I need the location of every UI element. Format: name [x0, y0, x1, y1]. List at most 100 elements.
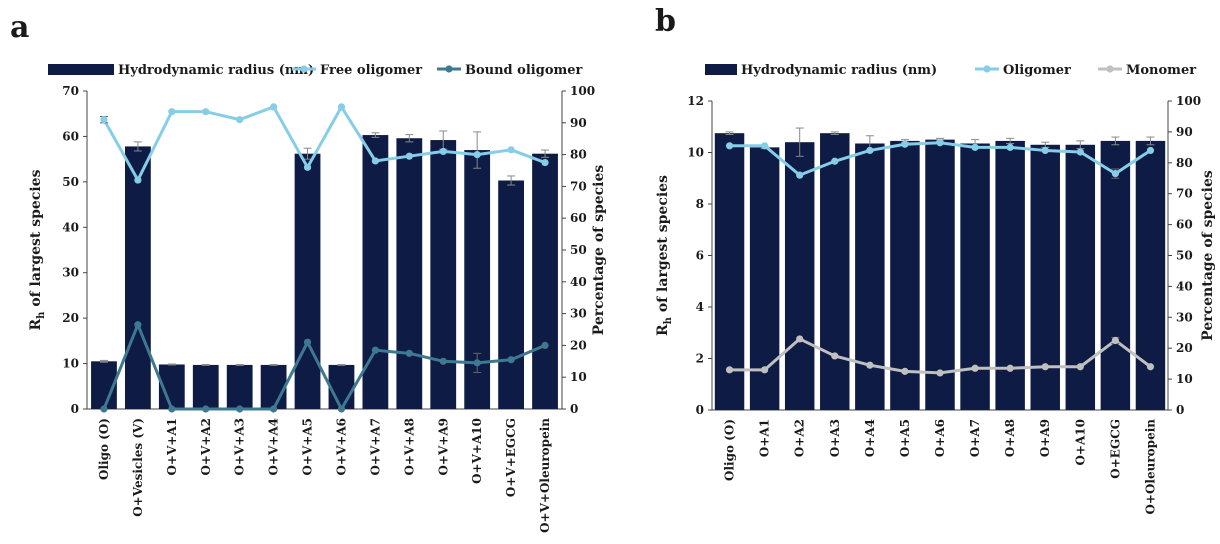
bar: [226, 364, 253, 409]
data-point: [1111, 336, 1119, 345]
y-tick-label: 30: [62, 266, 79, 280]
y-axis-title-main: R: [655, 324, 671, 336]
data-point: [507, 146, 515, 154]
bar: [714, 133, 745, 410]
data-point: [100, 116, 108, 124]
data-point: [1076, 148, 1084, 156]
data-point: [901, 367, 909, 375]
x-category-label: O+A8: [1003, 419, 1017, 457]
data-point: [901, 140, 909, 148]
y-tick-label: 0: [696, 403, 704, 417]
y-axis-title-main: R: [28, 318, 44, 330]
data-point: [473, 359, 481, 367]
bar: [498, 180, 524, 409]
bar: [396, 138, 423, 409]
y-tick-label: 6: [696, 249, 704, 263]
bar: [260, 364, 287, 409]
data-point: [473, 151, 481, 159]
y2-axis-title: Percentage of species: [591, 165, 607, 336]
x-category-label: O+V+A5: [301, 418, 315, 476]
data-point: [936, 369, 944, 377]
x-category-label: O+A9: [1038, 419, 1052, 457]
x-category-label: O+A4: [863, 419, 877, 457]
data-point: [100, 405, 108, 413]
data-point: [371, 157, 379, 165]
legend-label: Monomer: [1126, 63, 1196, 78]
data-point: [796, 171, 804, 179]
data-point: [936, 139, 944, 147]
x-category-label: O+A5: [898, 419, 912, 457]
legend-label: Bound oligomer: [465, 63, 583, 78]
x-category-label: O+A2: [793, 419, 807, 457]
data-point: [796, 335, 804, 343]
y2-tick-label: 70: [570, 179, 587, 193]
legend-swatch-marker: [983, 65, 991, 73]
bar: [925, 139, 955, 410]
y2-tick-label: 50: [1176, 249, 1193, 263]
series-line: [102, 323, 546, 411]
bar: [430, 140, 457, 409]
y2-tick-label: 10: [570, 370, 587, 384]
legend-swatch: [705, 64, 737, 75]
data-point: [1076, 363, 1084, 371]
data-point: [971, 143, 979, 151]
data-point: [541, 341, 549, 349]
data-point: [236, 116, 244, 124]
data-point: [270, 405, 278, 413]
y-tick-label: 12: [687, 94, 704, 108]
data-point: [236, 405, 244, 413]
data-point: [337, 103, 346, 111]
legend-swatch-marker: [1106, 65, 1114, 73]
x-category-label: O+A1: [758, 419, 772, 457]
y-axis-title: Rh of largest species: [655, 175, 674, 336]
y-axis-title-rest: of largest species: [655, 175, 671, 317]
y-tick-label: 50: [62, 175, 79, 189]
y-tick-label: 8: [696, 197, 704, 211]
x-category-label: O+EGCG: [1108, 419, 1122, 479]
y-axis-title-rest: of largest species: [28, 169, 44, 311]
bar: [749, 147, 780, 410]
bar: [328, 364, 355, 409]
data-point: [1041, 146, 1049, 155]
bar: [820, 133, 850, 410]
data-point: [761, 142, 769, 150]
y2-tick-label: 0: [1176, 403, 1184, 417]
y2-tick-label: 20: [1176, 341, 1193, 355]
y2-tick-label: 100: [570, 84, 595, 98]
x-category-label: O+A3: [828, 419, 842, 457]
x-category-label: O+V+A1: [165, 418, 179, 476]
data-point: [134, 176, 142, 184]
y2-tick-label: 80: [1176, 156, 1193, 170]
legend-swatch: [48, 64, 114, 75]
data-point: [725, 142, 734, 150]
data-point: [1111, 170, 1119, 178]
y2-tick-label: 40: [1176, 279, 1193, 293]
y-tick-label: 2: [696, 352, 704, 366]
data-point: [866, 361, 874, 369]
data-point: [1006, 364, 1014, 372]
x-category-label: O+A10: [1073, 419, 1087, 466]
y2-tick-label: 40: [570, 275, 587, 289]
x-category-label: O+Oleuropein: [1143, 419, 1157, 515]
data-point: [303, 163, 312, 171]
y-tick-label: 70: [62, 84, 79, 98]
legend-label: Oligomer: [1003, 63, 1071, 78]
data-point: [337, 405, 346, 413]
x-category-label: O+V+A10: [470, 418, 484, 484]
panel-label-b: b: [655, 4, 676, 39]
y-tick-label: 60: [62, 129, 79, 143]
y-tick-label: 10: [687, 146, 704, 160]
x-category-label: O+V+A2: [199, 418, 213, 476]
y-tick-label: 40: [62, 220, 79, 234]
y-axis-title: Rh of largest species: [28, 169, 47, 330]
bar: [192, 364, 219, 409]
y2-tick-label: 30: [1176, 310, 1193, 324]
data-point: [168, 108, 176, 116]
data-point: [761, 366, 769, 374]
y-tick-label: 4: [696, 300, 704, 314]
legend-label: Free oligomer: [320, 63, 422, 78]
y2-tick-label: 50: [570, 243, 587, 257]
x-category-label: O+V+Oleuropein: [538, 418, 552, 533]
